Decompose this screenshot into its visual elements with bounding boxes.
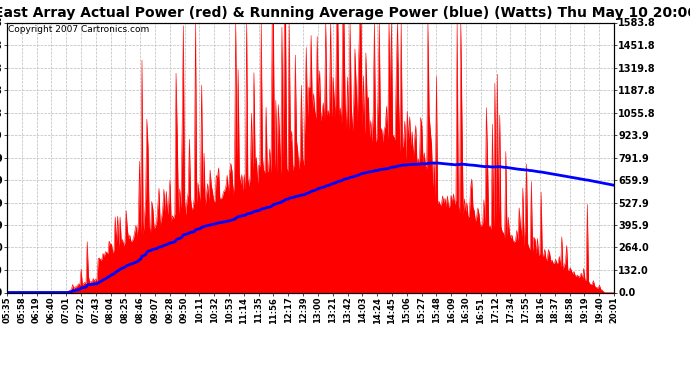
Text: East Array Actual Power (red) & Running Average Power (blue) (Watts) Thu May 10 : East Array Actual Power (red) & Running … — [0, 6, 690, 20]
Text: Copyright 2007 Cartronics.com: Copyright 2007 Cartronics.com — [8, 25, 149, 34]
